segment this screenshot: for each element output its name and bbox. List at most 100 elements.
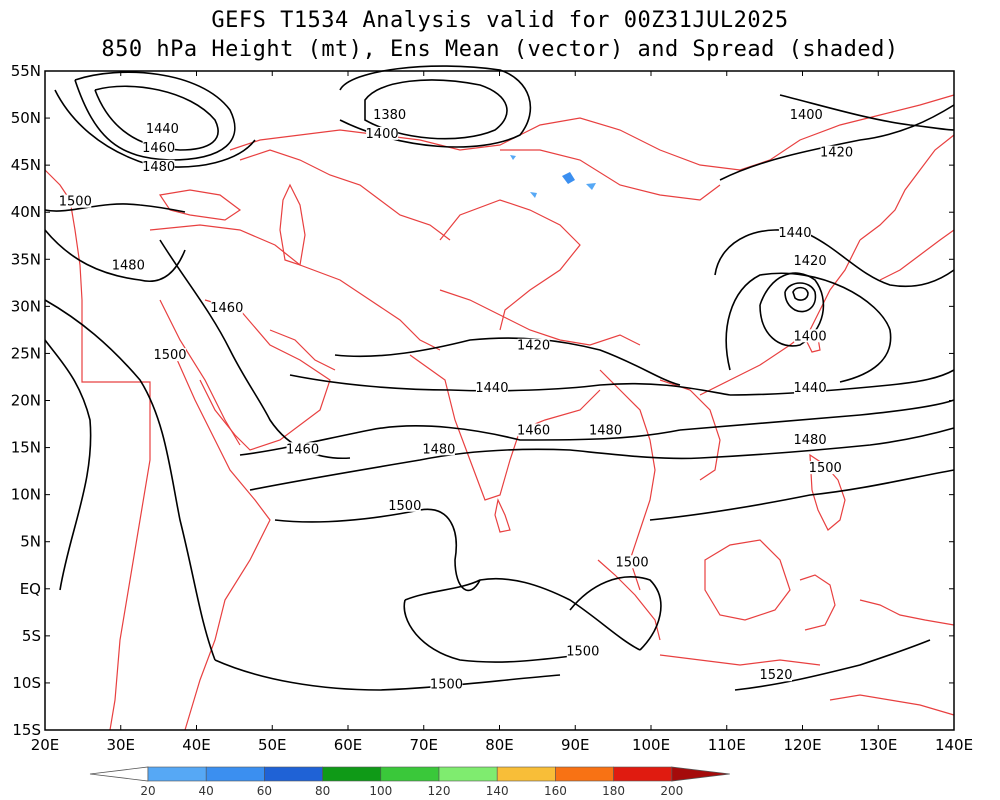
lon-label: 110E (708, 736, 746, 754)
lat-label: 40N (11, 203, 41, 221)
border-new-guinea (859, 599, 955, 626)
contour-1440-east2 (729, 369, 955, 396)
lon-label: 120E (783, 736, 821, 754)
contour-low-inner (784, 282, 817, 313)
contour-label-bg (794, 253, 827, 267)
contour-label-bg (430, 677, 463, 691)
contour-label-bg (112, 258, 145, 272)
lat-label: 55N (11, 62, 41, 80)
lon-label: 70E (409, 736, 438, 754)
contour-label: 1500 (809, 461, 842, 476)
contour-1480-east (699, 427, 955, 459)
contour-label-bg (286, 442, 319, 456)
contour-label: 1480 (142, 160, 175, 175)
contour-label: 1520 (759, 668, 792, 683)
contour-label-bg (153, 348, 186, 362)
colorbar-segment (380, 766, 440, 782)
border-russia-south (229, 94, 955, 171)
contour-1520 (734, 639, 931, 691)
contour-label-bg (366, 126, 399, 140)
colorbar-segment (264, 766, 323, 782)
lat-label: 10S (12, 674, 41, 692)
contour-1500-east (649, 469, 955, 521)
border-africa-east (174, 354, 271, 731)
lon-label: 60E (334, 736, 363, 754)
contour-1480-mid (44, 229, 186, 282)
contour-label-bg (809, 461, 842, 475)
contour-label-bg (790, 108, 823, 122)
colorbar-tick-label: 200 (660, 784, 683, 798)
contour-label-bg (373, 108, 406, 122)
contour-1500-africa (44, 299, 216, 661)
lon-label: 90E (561, 736, 590, 754)
contour-label: 1500 (388, 499, 421, 514)
contour-label-bg (142, 141, 175, 155)
spread-shading (510, 155, 596, 198)
colorbar-segment (555, 766, 614, 782)
contour-label: 1480 (112, 259, 145, 274)
border-mongolia (500, 149, 721, 201)
map-title-line2: 850 hPa Height (mt), Ens Mean (vector) a… (101, 37, 899, 62)
contour-1400-north (339, 65, 532, 148)
contour-label: 1420 (794, 254, 827, 269)
lat-label: 10N (11, 486, 41, 504)
contour-label: 1420 (517, 339, 550, 354)
contour-label-bg (59, 194, 92, 208)
lat-label: 5N (20, 533, 41, 551)
longitude-axis: 20E 30E 40E 50E 60E 70E 80E 90E 100E 110E 120E 130E… (31, 71, 973, 754)
contour-label: 1500 (59, 195, 92, 210)
contour-label: 1400 (366, 127, 399, 142)
border-persian-gulf (269, 329, 336, 371)
border-central-asia (239, 149, 451, 241)
contour-low-outer (759, 272, 825, 347)
lat-label: 20N (11, 392, 41, 410)
colorbar-segment (438, 766, 498, 782)
contour-label-bg (778, 225, 811, 239)
contour-label: 1480 (422, 442, 455, 457)
contour-label: 1460 (142, 141, 175, 156)
spread-patch-3 (530, 192, 537, 198)
contour-label-bg (589, 423, 622, 437)
contour-1460-europe (74, 71, 236, 161)
lat-label: 5S (22, 627, 41, 645)
lon-label: 30E (106, 736, 135, 754)
lat-label: EQ (20, 580, 41, 598)
contour-label-bg (820, 145, 853, 159)
contour-1500-north (44, 203, 186, 213)
colorbar-tick-label: 140 (486, 784, 509, 798)
border-himalaya (439, 289, 641, 346)
lat-label: 50N (11, 109, 41, 127)
contour-label: 1420 (820, 146, 853, 161)
height-contours (44, 65, 955, 691)
border-arabia (199, 299, 331, 451)
contour-1420-south (334, 337, 681, 386)
contour-label: 1440 (794, 381, 827, 396)
contour-1460-east (679, 399, 955, 431)
border-japan (879, 229, 955, 281)
contour-label: 1440 (146, 122, 179, 137)
colorbar-arrow-left (89, 766, 149, 782)
colorbar-tick-label: 160 (544, 784, 567, 798)
map-background (45, 71, 954, 730)
lat-label: 30N (11, 297, 41, 315)
lon-label: 40E (182, 736, 211, 754)
lon-label: 130E (859, 736, 897, 754)
contour-1440-south (289, 374, 731, 396)
lat-label: 35N (11, 250, 41, 268)
contour-label-bg (794, 432, 827, 446)
lon-label: 140E (935, 736, 973, 754)
contour-label-bg (388, 498, 421, 512)
colorbar-tick-label: 60 (257, 784, 272, 798)
spread-colorbar: 20 40 60 80 100 120 140 160 180 200 (89, 766, 730, 798)
contour-label: 1480 (589, 423, 622, 438)
contour-label: 1460 (210, 301, 243, 316)
spread-patch-1 (562, 172, 575, 184)
lon-label: 20E (31, 736, 60, 754)
contour-label: 1480 (794, 433, 827, 448)
contour-label-bg (422, 442, 455, 456)
colorbar-segment (496, 766, 556, 782)
contour-label-bg (517, 423, 550, 437)
contour-1440-east (714, 229, 955, 288)
contour-label: 1500 (616, 555, 649, 570)
colorbar-segment (322, 766, 382, 782)
